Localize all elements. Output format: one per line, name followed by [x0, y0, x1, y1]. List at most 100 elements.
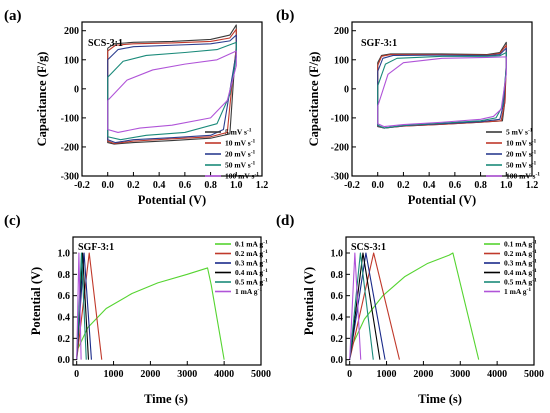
chart-panel-2: (b) -0.2 0.0 0.2 0.4 0.6 0.8 1.0 1.2 -300 -200 -100…	[276, 8, 540, 207]
chart-panel-3: (c) 0 1000 2000 3000 4000 5000 0.0 0.2 0.4 0.6 0.8 1…	[4, 213, 271, 406]
y-tick-label: 100	[334, 55, 349, 66]
x-tick-label: 1.0	[230, 180, 243, 191]
series-line-2	[349, 252, 400, 360]
plot-area	[377, 41, 507, 129]
x-tick-label: 0.2	[127, 180, 140, 191]
chart-panel-4: (d) 0 1000 2000 3000 4000 5000 0.0 0.2 0.4 0.6 0.8 1…	[276, 213, 544, 406]
y-tick-label: 0.0	[58, 355, 71, 366]
series-line-2	[107, 28, 237, 145]
legend-entry: 1 mA g-1	[504, 287, 531, 296]
legend-superscript: -1	[251, 150, 256, 156]
y-tick-label: -100	[61, 113, 79, 124]
x-tick-label: -0.2	[74, 180, 90, 191]
y-tick-label: -300	[61, 172, 79, 183]
legend-superscript: -1	[532, 249, 537, 255]
sample-label: SGF-3:1	[361, 38, 397, 49]
legend-entry: 0.3 mA g-1	[504, 259, 537, 268]
y-tick-label: -300	[331, 172, 349, 183]
legend: 5 mV s-1 10 mV s-1 20 mV s-1 50 mV s-1 100 m…	[486, 128, 540, 181]
x-tick-label: 2000	[140, 369, 160, 380]
x-tick-label: 0.6	[179, 180, 192, 191]
legend-superscript: -1	[532, 161, 537, 167]
legend-entry: 1 mA g-1	[235, 287, 262, 296]
y-tick-label: 0.6	[331, 291, 344, 302]
plot-area	[107, 24, 237, 145]
legend-entry: 0.1 mA g-1	[235, 240, 268, 249]
y-tick-label: 0	[344, 84, 349, 95]
series-line-3	[107, 34, 237, 144]
legend-entry: 0.2 mA g-1	[235, 249, 268, 258]
legend-entry: 0.5 mA g-1	[504, 278, 537, 287]
y-tick-label: 0	[74, 84, 79, 95]
legend-entry: 10 mV s-1	[225, 139, 256, 148]
legend-entry: 0.1 mA g-1	[504, 240, 537, 249]
series-line-4	[377, 51, 507, 129]
x-tick-label: 1000	[104, 369, 124, 380]
y-tick-label: 200	[64, 26, 79, 37]
x-tick-label: 0.8	[204, 180, 217, 191]
x-tick-label: -0.2	[344, 180, 360, 191]
x-tick-label: 1.2	[526, 180, 539, 191]
y-tick-label: 1.0	[331, 249, 344, 260]
legend-superscript: -1	[532, 240, 537, 246]
legend: 0.1 mA g-10.2 mA g-10.3 mA g-10.4 mA g-1…	[484, 240, 537, 296]
series-line-4	[107, 41, 237, 141]
y-tick-label: 0.8	[58, 270, 71, 281]
x-tick-label: 5000	[524, 369, 544, 380]
legend-superscript: -1	[263, 278, 268, 284]
y-axis-title: Potential (V)	[302, 267, 316, 335]
x-axis-title: Time (s)	[418, 392, 462, 406]
legend-superscript: -1	[263, 240, 268, 246]
series-line-6	[76, 252, 82, 360]
legend-superscript: -1	[532, 150, 537, 156]
legend-entry: 0.3 mA g-1	[235, 259, 268, 268]
legend-entry: 0.4 mA g-1	[235, 268, 268, 277]
series-line-5	[107, 50, 237, 133]
legend-entry: 100 mV s-1	[506, 172, 540, 181]
legend-superscript: -1	[528, 128, 533, 134]
x-tick-label: 1.0	[500, 180, 513, 191]
legend-entry: 0.4 mA g-1	[504, 268, 537, 277]
series-line-3	[349, 252, 386, 360]
series-line-4	[349, 252, 381, 360]
plot-area	[349, 252, 480, 360]
plot-frame	[351, 21, 533, 177]
legend-entry: 0.5 mA g-1	[235, 278, 268, 287]
legend-superscript: -1	[532, 268, 537, 274]
panel-letter: (c)	[4, 213, 21, 229]
legend-superscript: -1	[251, 161, 256, 167]
legend-entry: 50 mV s-1	[506, 161, 537, 170]
x-axis-title: Potential (V)	[408, 193, 476, 207]
series-line-1	[76, 267, 225, 360]
x-tick-label: 0.2	[397, 180, 410, 191]
legend-superscript: -1	[263, 249, 268, 255]
legend-superscript: -1	[247, 128, 252, 134]
legend-superscript: -1	[254, 172, 259, 178]
y-tick-label: -100	[331, 113, 349, 124]
legend-entry: 5 mV s-1	[506, 128, 533, 137]
y-tick-label: -200	[331, 142, 349, 153]
plot-frame	[345, 236, 535, 366]
x-tick-label: 4000	[487, 369, 507, 380]
y-tick-label: 0.6	[58, 291, 71, 302]
x-tick-label: 2000	[413, 369, 433, 380]
y-tick-label: 0.2	[58, 334, 71, 345]
legend: 5 mV s-1 10 mV s-1 20 mV s-1 50 mV s-1 100 m…	[205, 128, 259, 181]
x-tick-label: 0.4	[153, 180, 166, 191]
y-axis-title: Capacitance (F/g)	[35, 52, 49, 147]
panel-letter: (b)	[276, 8, 294, 24]
legend-entry: 20 mV s-1	[506, 150, 537, 159]
legend-entry: 50 mV s-1	[225, 161, 256, 170]
y-tick-label: 0.4	[58, 313, 71, 324]
x-tick-label: 3000	[450, 369, 470, 380]
legend-entry: 0.2 mA g-1	[504, 249, 537, 258]
panel-letter: (a)	[4, 8, 22, 24]
x-tick-label: 5000	[251, 369, 271, 380]
legend-superscript: -1	[532, 139, 537, 145]
y-tick-label: 0.2	[331, 334, 344, 345]
legend-superscript: -1	[258, 287, 263, 293]
sample-label: SCS-3:1	[88, 38, 123, 49]
legend-superscript: -1	[535, 172, 540, 178]
chart-panel-1: (a) -0.2 0.0 0.2 0.4 0.6 0.8 1.0 1.2 -300 -200 -100…	[4, 8, 268, 207]
